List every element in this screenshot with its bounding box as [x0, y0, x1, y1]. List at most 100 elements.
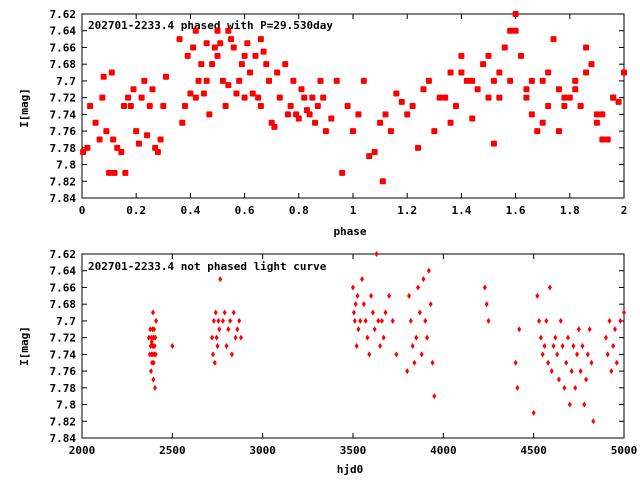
y-tick-label: 7.66	[50, 281, 77, 294]
data-point	[558, 317, 563, 324]
data-point	[614, 359, 619, 366]
data-point	[408, 317, 413, 324]
data-point	[534, 128, 541, 135]
data-point	[322, 128, 329, 135]
data-point	[215, 343, 220, 349]
data-point	[551, 343, 556, 349]
data-point	[523, 94, 530, 101]
data-point	[206, 111, 213, 118]
data-point	[152, 326, 157, 333]
data-point	[255, 94, 262, 101]
data-point	[265, 77, 272, 84]
data-point	[355, 111, 362, 118]
data-point	[148, 326, 153, 333]
x-tick-label: 3500	[340, 444, 367, 457]
data-point	[442, 94, 449, 101]
data-point	[210, 351, 215, 358]
data-point	[572, 86, 579, 93]
data-point	[390, 317, 395, 324]
data-point	[339, 169, 346, 176]
data-point	[377, 119, 384, 126]
data-point	[419, 351, 424, 358]
data-point	[96, 136, 103, 143]
data-point	[591, 418, 596, 425]
data-point	[224, 343, 229, 349]
data-point	[146, 103, 153, 109]
data-point	[179, 119, 186, 126]
data-point	[573, 384, 578, 391]
data-point	[210, 334, 215, 341]
data-point	[577, 103, 584, 109]
data-point	[218, 276, 223, 283]
data-point	[133, 128, 140, 135]
data-point	[513, 359, 518, 366]
y-tick-label: 7.72	[50, 332, 77, 345]
data-point	[381, 334, 386, 341]
data-point	[615, 98, 622, 105]
data-point	[587, 326, 592, 333]
data-point	[420, 86, 427, 93]
data-point	[452, 103, 459, 109]
x-tick-label: 2	[621, 204, 628, 217]
data-point	[485, 52, 492, 59]
data-point	[415, 144, 422, 151]
data-point	[621, 69, 627, 76]
data-point	[484, 301, 489, 308]
data-point	[157, 136, 164, 143]
data-point	[352, 317, 357, 324]
data-point	[550, 36, 557, 43]
data-point	[523, 86, 530, 93]
y-tick-label: 7.76	[50, 365, 77, 378]
data-point	[387, 128, 394, 135]
data-point	[92, 119, 99, 126]
data-point	[528, 111, 535, 118]
data-point	[247, 69, 254, 76]
data-point	[151, 359, 156, 366]
data-point	[170, 343, 175, 349]
data-point	[378, 343, 383, 349]
data-point	[108, 69, 115, 76]
y-axis-label: I[mag]	[18, 88, 31, 128]
data-point	[576, 326, 581, 333]
data-point	[231, 309, 236, 316]
data-point	[537, 317, 542, 324]
data-point	[354, 343, 359, 349]
y-tick-label: 7.78	[50, 142, 77, 155]
data-point	[387, 292, 392, 299]
phased-light-curve-chart: 202701-2233.4 phased with P=29.530day ph…	[18, 8, 627, 238]
data-point	[603, 334, 608, 341]
data-point	[490, 140, 497, 147]
data-point	[151, 376, 156, 383]
data-point	[135, 140, 142, 147]
data-point	[295, 115, 302, 122]
y-tick-label: 7.64	[50, 265, 77, 278]
data-point	[360, 77, 367, 84]
data-point	[482, 284, 487, 291]
unphased-light-curve-chart: 202701-2233.4 not phased light curve hjd…	[18, 248, 637, 476]
data-point	[622, 309, 626, 316]
data-point	[365, 334, 370, 341]
data-point	[271, 123, 278, 130]
x-tick-label: 1.8	[560, 204, 580, 217]
data-point	[566, 94, 573, 101]
data-point	[569, 368, 574, 375]
data-point	[211, 317, 216, 324]
data-point	[106, 169, 113, 176]
data-point	[469, 115, 476, 122]
x-tick-label: 2500	[159, 444, 186, 457]
y-tick-label: 7.68	[50, 58, 77, 71]
data-point	[593, 111, 600, 118]
data-point	[154, 149, 161, 155]
data-point	[187, 90, 194, 97]
data-point	[190, 44, 197, 51]
data-point	[229, 351, 234, 358]
data-point	[309, 94, 316, 101]
data-point	[152, 343, 157, 349]
data-point	[80, 149, 87, 155]
data-point	[512, 27, 519, 34]
y-tick-label: 7.84	[50, 432, 77, 445]
data-point	[542, 343, 547, 349]
x-tick-label: 1.6	[506, 204, 526, 217]
data-point	[618, 317, 623, 324]
data-point	[200, 90, 207, 97]
